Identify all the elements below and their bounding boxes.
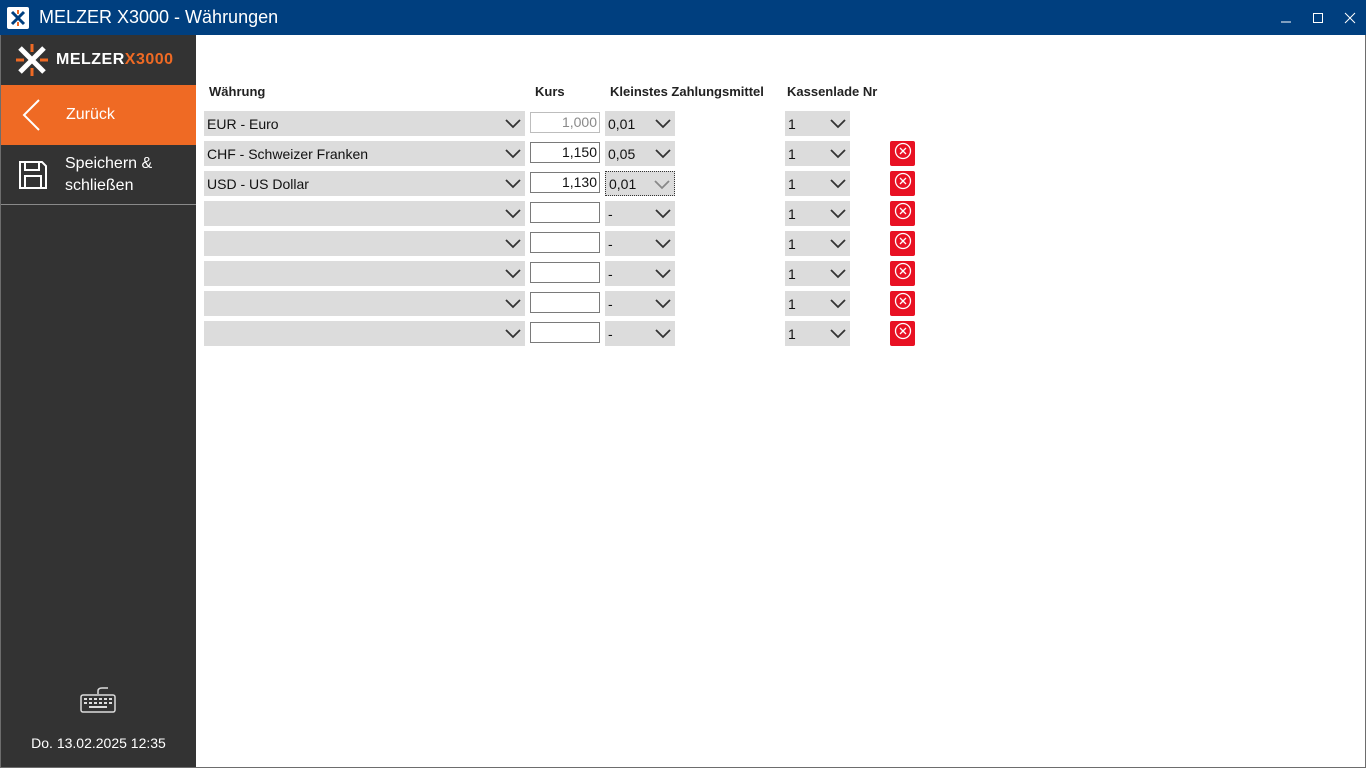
cash-drawer-select[interactable]: 1 <box>785 171 850 196</box>
smallest-denomination-value: - <box>608 325 613 342</box>
cash-drawer-value: 1 <box>788 295 796 312</box>
table-row: -1 <box>196 291 1365 316</box>
smallest-denomination-select[interactable]: - <box>605 291 675 316</box>
window-title: MELZER X3000 - Währungen <box>39 7 279 27</box>
delete-row-button[interactable] <box>890 261 915 286</box>
delete-row-button[interactable] <box>890 201 915 226</box>
close-icon[interactable] <box>1334 0 1366 35</box>
title-bar: MELZER X3000 - Währungen <box>0 0 1366 35</box>
smallest-denomination-value: 0,01 <box>608 115 636 132</box>
main-content: Währung Kurs Kleinstes Zahlungsmittel Ka… <box>196 35 1365 767</box>
rate-input[interactable]: 1,130 <box>530 172 600 193</box>
delete-icon <box>894 322 912 345</box>
smallest-denomination-select[interactable]: 0,05 <box>605 141 675 166</box>
table-row: -1 <box>196 201 1365 226</box>
smallest-denomination-select[interactable]: - <box>605 231 675 256</box>
rate-input[interactable] <box>530 292 600 313</box>
cash-drawer-value: 1 <box>788 175 796 192</box>
delete-row-button[interactable] <box>890 141 915 166</box>
rate-input[interactable] <box>530 262 600 283</box>
currency-select[interactable]: USD - US Dollar <box>204 171 525 196</box>
delete-row-button[interactable] <box>890 321 915 346</box>
cash-drawer-value: 1 <box>788 145 796 162</box>
smallest-denomination-value: - <box>608 235 613 252</box>
smallest-denomination-select[interactable]: - <box>605 261 675 286</box>
delete-row-button[interactable] <box>890 231 915 256</box>
smallest-denomination-value: 0,05 <box>608 145 636 162</box>
cash-drawer-select[interactable]: 1 <box>785 141 850 166</box>
keyboard-icon[interactable] <box>80 687 116 713</box>
chevron-left-icon <box>1 85 61 145</box>
datetime-display: Do. 13.02.2025 12:35 <box>31 735 166 751</box>
cash-drawer-value: 1 <box>788 265 796 282</box>
delete-icon <box>894 232 912 255</box>
rate-input: 1,000 <box>530 112 600 133</box>
currency-select-value: USD - US Dollar <box>207 175 309 192</box>
delete-row-button[interactable] <box>890 291 915 316</box>
cash-drawer-select[interactable]: 1 <box>785 111 850 136</box>
currency-select[interactable] <box>204 321 525 346</box>
delete-icon <box>894 292 912 315</box>
delete-row-button[interactable] <box>890 171 915 196</box>
cash-drawer-select[interactable]: 1 <box>785 201 850 226</box>
header-smallest-denomination: Kleinstes Zahlungsmittel <box>610 84 764 99</box>
rate-input[interactable] <box>530 202 600 223</box>
smallest-denomination-select[interactable]: 0,01 <box>605 111 675 136</box>
save-close-label: Speichern & schließen <box>65 155 153 194</box>
back-button[interactable]: Zurück <box>1 85 196 145</box>
smallest-denomination-value: 0,01 <box>609 175 637 192</box>
table-row: -1 <box>196 321 1365 346</box>
table-row: USD - US Dollar 1,130 0,01 1 <box>196 171 1365 196</box>
smallest-denomination-select[interactable]: 0,01 <box>605 171 675 196</box>
currency-select[interactable]: EUR - Euro <box>204 111 525 136</box>
logo-word: MELZER <box>56 51 125 68</box>
maximize-icon[interactable] <box>1302 0 1334 35</box>
minimize-icon[interactable] <box>1270 0 1302 35</box>
table-row: -1 <box>196 261 1365 286</box>
cash-drawer-select[interactable]: 1 <box>785 321 850 346</box>
smallest-denomination-value: - <box>608 265 613 282</box>
delete-icon <box>894 262 912 285</box>
cash-drawer-value: 1 <box>788 325 796 342</box>
cash-drawer-select[interactable]: 1 <box>785 261 850 286</box>
cash-drawer-value: 1 <box>788 205 796 222</box>
smallest-denomination-select[interactable]: - <box>605 321 675 346</box>
app-icon <box>7 6 29 29</box>
logo: MELZER X3000 <box>1 35 196 85</box>
header-currency: Währung <box>209 84 266 99</box>
table-row: -1 <box>196 231 1365 256</box>
currency-select[interactable] <box>204 201 525 226</box>
sidebar: MELZER X3000 Zurück Speichern & schließe… <box>1 35 196 767</box>
currency-select-value: EUR - Euro <box>207 115 279 132</box>
delete-icon <box>894 202 912 225</box>
back-label: Zurück <box>66 106 115 123</box>
rate-input[interactable] <box>530 322 600 343</box>
currency-select[interactable] <box>204 261 525 286</box>
smallest-denomination-value: - <box>608 295 613 312</box>
save-icon <box>1 146 65 205</box>
logo-mark-icon <box>16 44 48 76</box>
rate-input[interactable] <box>530 232 600 253</box>
delete-icon <box>894 142 912 165</box>
rate-input[interactable]: 1,150 <box>530 142 600 163</box>
header-rate: Kurs <box>535 84 565 99</box>
save-close-button[interactable]: Speichern & schließen <box>1 146 196 205</box>
currency-select[interactable] <box>204 291 525 316</box>
header-cash-drawer: Kassenlade Nr <box>787 84 878 99</box>
smallest-denomination-value: - <box>608 205 613 222</box>
table-row: CHF - Schweizer Franken 1,150 0,05 1 <box>196 141 1365 166</box>
delete-icon <box>894 172 912 195</box>
currency-select[interactable] <box>204 231 525 256</box>
currency-select-value: CHF - Schweizer Franken <box>207 145 369 162</box>
cash-drawer-value: 1 <box>788 235 796 252</box>
cash-drawer-select[interactable]: 1 <box>785 291 850 316</box>
logo-product: X3000 <box>124 51 174 68</box>
cash-drawer-value: 1 <box>788 115 796 132</box>
table-row: EUR - Euro 1,000 0,01 1 <box>196 111 1365 136</box>
currency-select[interactable]: CHF - Schweizer Franken <box>204 141 525 166</box>
cash-drawer-select[interactable]: 1 <box>785 231 850 256</box>
smallest-denomination-select[interactable]: - <box>605 201 675 226</box>
